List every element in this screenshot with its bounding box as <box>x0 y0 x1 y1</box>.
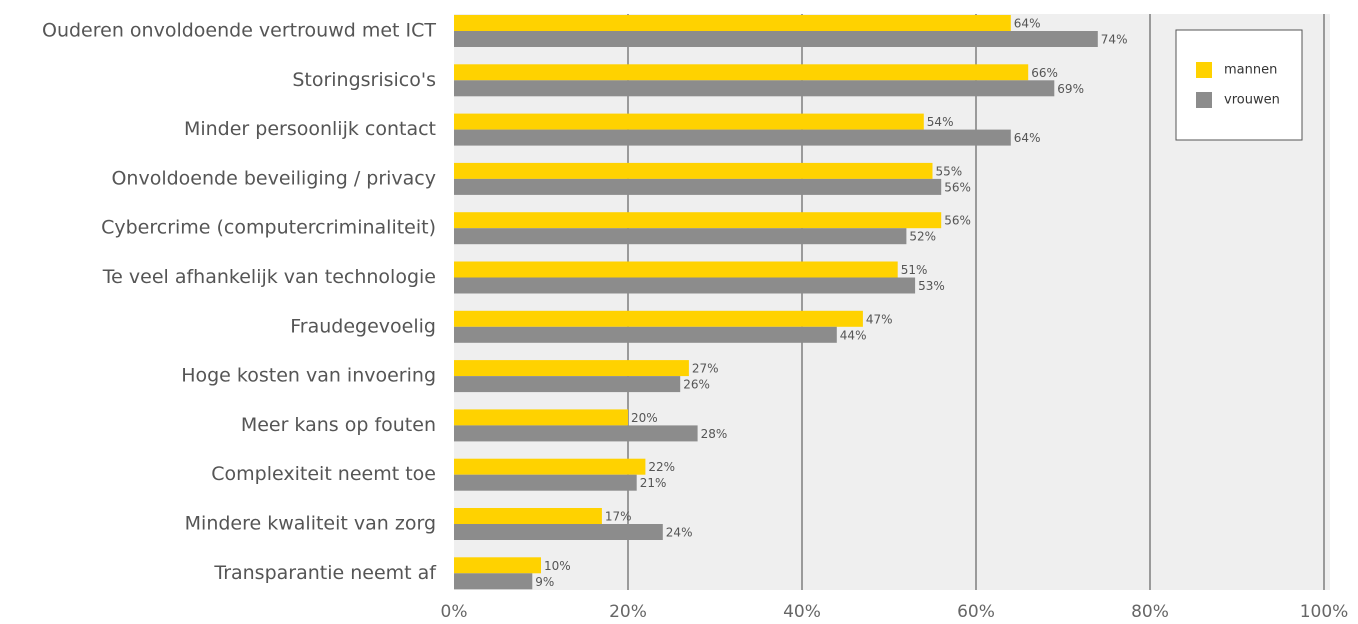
value-label: 53% <box>918 279 945 293</box>
value-label: 28% <box>701 427 728 441</box>
category-label: Te veel afhankelijk van technologie <box>102 266 436 288</box>
x-tick-label: 60% <box>957 602 995 622</box>
bar <box>454 178 942 195</box>
value-label: 54% <box>927 115 954 129</box>
bar <box>454 508 602 524</box>
category-label: Storingsrisico's <box>292 69 436 91</box>
category-label: Meer kans op fouten <box>241 414 436 436</box>
bar <box>454 360 689 377</box>
value-label: 26% <box>683 378 710 392</box>
bar <box>454 376 681 393</box>
category-label: Cybercrime (computercriminaliteit) <box>101 217 436 239</box>
category-label: Minder persoonlijk contact <box>184 118 436 140</box>
value-label: 69% <box>1057 82 1084 96</box>
bar <box>454 425 698 442</box>
legend-label: mannen <box>1224 63 1277 78</box>
x-tick-label: 0% <box>441 602 468 622</box>
bar <box>454 113 924 130</box>
x-tick-label: 20% <box>609 602 647 622</box>
bar <box>454 524 663 540</box>
value-label: 44% <box>840 328 867 342</box>
value-label: 64% <box>1014 17 1041 31</box>
legend-swatch <box>1196 62 1212 78</box>
bar <box>454 31 1098 47</box>
value-label: 22% <box>648 460 675 474</box>
value-label: 17% <box>605 510 632 524</box>
value-label: 21% <box>640 476 667 490</box>
bar <box>454 80 1055 97</box>
bar <box>454 212 942 229</box>
bar <box>454 228 907 245</box>
value-label: 56% <box>944 180 971 194</box>
legend-swatch <box>1196 92 1212 108</box>
bar <box>454 129 1011 146</box>
value-label: 10% <box>544 559 571 573</box>
legend-label: vrouwen <box>1224 93 1280 108</box>
bar <box>454 326 837 343</box>
x-tick-label: 100% <box>1300 602 1349 622</box>
legend-box <box>1175 29 1303 141</box>
category-label: Onvoldoende beveiliging / privacy <box>111 167 436 189</box>
bar <box>454 474 637 491</box>
category-label: Fraudegevoelig <box>290 315 436 337</box>
bar <box>454 557 541 574</box>
bar <box>454 573 533 590</box>
bar <box>454 458 646 475</box>
bar <box>454 261 898 278</box>
value-label: 56% <box>944 214 971 228</box>
bar <box>454 15 1011 31</box>
value-label: 9% <box>535 575 554 589</box>
bar <box>454 162 933 179</box>
value-label: 51% <box>901 263 928 277</box>
category-label: Transparantie neemt af <box>213 562 437 584</box>
value-label: 27% <box>692 362 719 376</box>
value-label: 55% <box>936 164 963 178</box>
category-label: Mindere kwaliteit van zorg <box>185 513 436 535</box>
category-label: Ouderen onvoldoende vertrouwd met ICT <box>42 20 436 42</box>
value-label: 47% <box>866 312 893 326</box>
category-label: Complexiteit neemt toe <box>211 463 436 485</box>
value-label: 66% <box>1031 66 1058 80</box>
value-label: 24% <box>666 526 693 540</box>
bar <box>454 64 1029 81</box>
value-label: 20% <box>631 411 658 425</box>
category-label: Hoge kosten van invoering <box>181 365 436 387</box>
bar <box>454 277 916 294</box>
value-label: 64% <box>1014 131 1041 145</box>
x-tick-label: 40% <box>783 602 821 622</box>
value-label: 74% <box>1101 33 1128 47</box>
x-tick-label: 80% <box>1131 602 1169 622</box>
bar <box>454 310 863 327</box>
value-label: 52% <box>909 230 936 244</box>
bar <box>454 409 628 426</box>
